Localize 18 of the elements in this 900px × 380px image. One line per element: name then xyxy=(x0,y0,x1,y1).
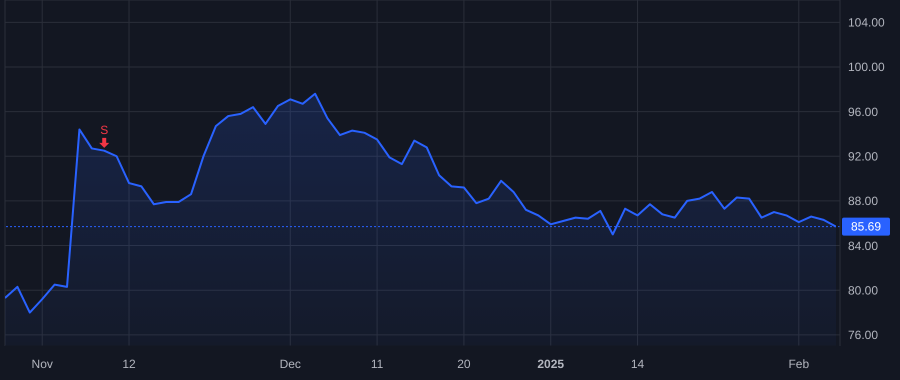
x-tick-label: 11 xyxy=(370,357,384,371)
y-tick-label: 92.00 xyxy=(848,150,878,164)
y-tick-label: 84.00 xyxy=(848,238,878,253)
x-tick-label: 12 xyxy=(122,357,136,371)
x-tick-label: 2025 xyxy=(537,357,564,371)
x-tick-label: Dec xyxy=(280,357,301,371)
y-tick-label: 100.00 xyxy=(848,60,886,74)
y-tick-label: 104.00 xyxy=(848,16,886,30)
y-tick-label: 76.00 xyxy=(848,328,878,342)
data-label: S xyxy=(100,122,108,137)
x-tick-label: 20 xyxy=(457,357,471,371)
x-tick-label: Feb xyxy=(788,357,810,371)
y-tick-label: 80.00 xyxy=(848,283,878,298)
x-tick-label: 14 xyxy=(630,357,645,371)
y-tick-label: 88.00 xyxy=(848,194,878,208)
x-tick-label: Nov xyxy=(32,357,53,371)
ref-line-label: 85.69 xyxy=(850,220,882,234)
y-tick-label: 96.00 xyxy=(848,104,878,119)
